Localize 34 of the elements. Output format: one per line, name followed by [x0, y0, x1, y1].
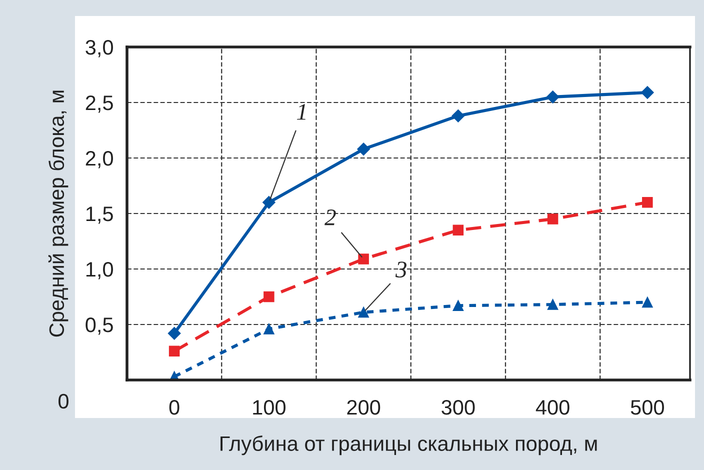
point [168, 346, 180, 357]
point [358, 254, 369, 264]
annotation: 1 [296, 104, 306, 120]
point [357, 142, 370, 156]
y-tick-label: 3,0 [86, 40, 113, 58]
point [547, 214, 558, 224]
x-tick-label: 400 [536, 400, 570, 415]
point [262, 196, 276, 209]
point [642, 296, 653, 308]
point [264, 324, 274, 334]
point [452, 109, 465, 122]
annotation: 2 [324, 209, 336, 226]
y-tick-label: 0,5 [86, 318, 113, 335]
point [358, 306, 369, 318]
x-tick-label: 100 [253, 400, 286, 415]
x-axis-title: Глубина от границы скальных пород, м [220, 436, 597, 456]
x-tick-label: 500 [630, 400, 664, 415]
y-tick-label: 1,0 [86, 262, 113, 280]
point [452, 224, 464, 236]
y-tick-label: 2,5 [86, 96, 113, 113]
x-tick-label: 0 [169, 400, 180, 415]
annotation: 3 [395, 262, 406, 278]
y-tick-label: 1,5 [86, 206, 113, 224]
point [546, 90, 560, 104]
point [641, 86, 654, 99]
point [642, 197, 653, 208]
x-tick-label: 300 [442, 400, 475, 415]
point [452, 300, 464, 312]
y-tick-label: 2,0 [86, 151, 113, 168]
x-tick-label: 200 [347, 400, 380, 415]
point [547, 299, 558, 310]
point [264, 291, 274, 302]
point [168, 326, 181, 340]
y-axis-title: Средний размер блока, м [48, 90, 68, 337]
